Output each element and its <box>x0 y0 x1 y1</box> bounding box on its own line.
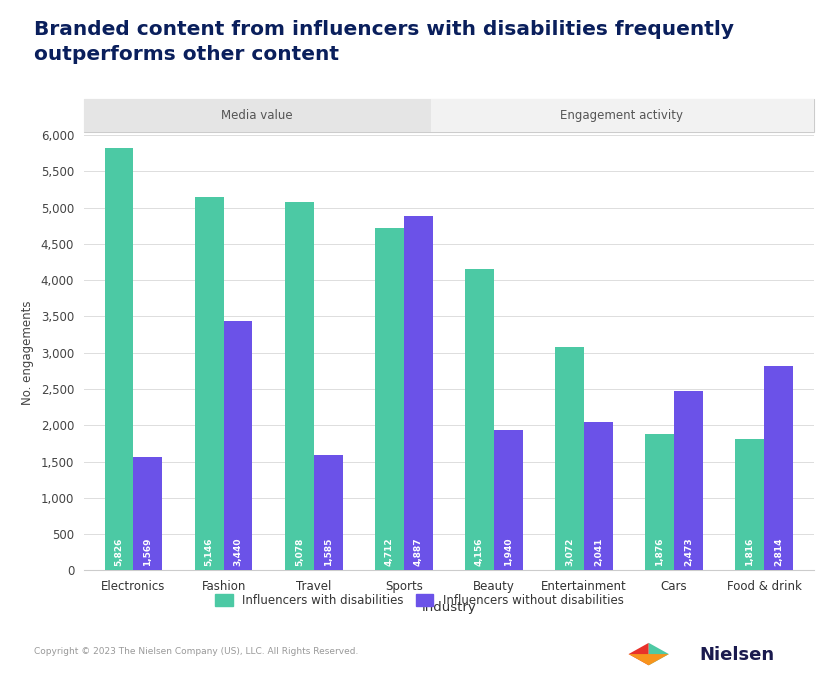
Bar <box>736 439 764 570</box>
Text: Engagement activity: Engagement activity <box>560 109 683 122</box>
Text: 3,440: 3,440 <box>233 537 242 566</box>
Bar <box>375 228 404 570</box>
Text: Nielsen: Nielsen <box>700 646 775 664</box>
Bar <box>133 456 162 570</box>
Text: Branded content from influencers with disabilities frequently
outperforms other : Branded content from influencers with di… <box>34 20 733 63</box>
Text: 1,569: 1,569 <box>143 537 153 566</box>
Text: Copyright © 2023 The Nielsen Company (US), LLC. All Rights Reserved.: Copyright © 2023 The Nielsen Company (US… <box>34 647 358 655</box>
Bar <box>764 366 793 570</box>
X-axis label: Industry: Industry <box>421 601 477 614</box>
Bar <box>223 321 253 570</box>
Text: 5,078: 5,078 <box>294 538 304 566</box>
Polygon shape <box>628 654 669 666</box>
Text: 5,826: 5,826 <box>115 538 123 566</box>
Bar <box>404 216 433 570</box>
Text: Media value: Media value <box>221 109 293 122</box>
Bar <box>195 197 223 570</box>
Text: 2,473: 2,473 <box>684 537 693 566</box>
Text: 2,041: 2,041 <box>594 538 603 566</box>
Bar <box>675 391 703 570</box>
Polygon shape <box>649 643 669 666</box>
Bar <box>285 202 314 570</box>
FancyBboxPatch shape <box>430 99 814 132</box>
Text: 1,816: 1,816 <box>745 538 754 566</box>
Bar <box>555 348 584 570</box>
Bar <box>314 456 342 570</box>
Text: 5,146: 5,146 <box>205 537 214 566</box>
Text: 4,156: 4,156 <box>475 537 484 566</box>
Text: 3,072: 3,072 <box>565 538 574 566</box>
Legend: Influencers with disabilities, Influencers without disabilities: Influencers with disabilities, Influence… <box>211 589 628 612</box>
Bar <box>645 434 675 570</box>
Text: 1,585: 1,585 <box>324 538 332 566</box>
Polygon shape <box>628 643 649 666</box>
Text: 2,814: 2,814 <box>774 537 783 566</box>
Bar <box>465 269 494 570</box>
Text: 4,712: 4,712 <box>385 537 393 566</box>
Bar <box>584 423 612 570</box>
FancyBboxPatch shape <box>84 99 430 132</box>
Bar <box>494 429 523 570</box>
Y-axis label: No. engagements: No. engagements <box>21 300 34 405</box>
Text: 4,887: 4,887 <box>414 537 423 566</box>
Bar <box>105 148 133 570</box>
Text: 1,876: 1,876 <box>655 537 664 566</box>
Text: 1,940: 1,940 <box>504 537 513 566</box>
